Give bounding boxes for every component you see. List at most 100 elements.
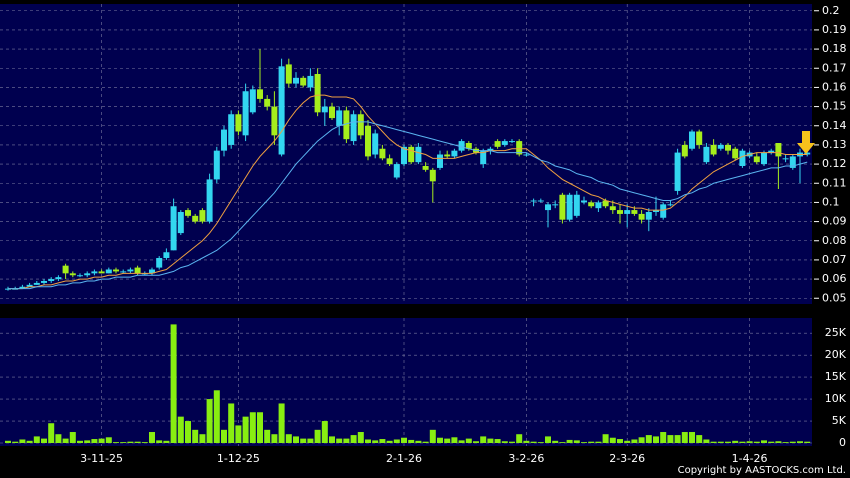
volume-bar [235, 425, 242, 443]
volume-bar [134, 441, 141, 443]
volume-bar [343, 438, 350, 443]
candle-body [717, 144, 724, 149]
volume-bar [386, 440, 393, 443]
candle-body [343, 110, 350, 140]
volume-bar [602, 434, 609, 443]
candle-body [379, 148, 386, 159]
candle-body [314, 74, 321, 113]
volume-bar [249, 412, 256, 443]
volume-bar [789, 441, 796, 443]
candle-body [696, 131, 703, 145]
candle-body [480, 150, 487, 165]
volume-bar [609, 437, 616, 443]
candle-body [278, 66, 285, 155]
candle-body [372, 133, 379, 155]
candle-body [41, 281, 47, 283]
candle-body [48, 279, 55, 281]
volume-bar [120, 442, 127, 443]
volume-bar [156, 440, 163, 443]
candle-body [415, 146, 422, 163]
candle-body [105, 269, 112, 274]
candle-body [595, 202, 602, 209]
volume-bar [307, 438, 314, 443]
volume-bar [127, 441, 134, 443]
volume-bar [26, 440, 33, 443]
candle-body [300, 77, 307, 86]
volume-bar [725, 441, 731, 443]
volume-bar [77, 440, 83, 443]
volume-bar [300, 438, 307, 443]
volume-bar [537, 442, 544, 443]
volume-bar [545, 436, 551, 443]
volume-bar [631, 439, 638, 443]
candle-body [523, 154, 530, 156]
candle-body [336, 110, 343, 126]
candle-body [653, 210, 659, 212]
candle-body [127, 269, 134, 272]
volume-bar [429, 429, 436, 443]
volume-bar [84, 440, 91, 443]
volume-bar [206, 399, 213, 443]
plot: 0.05 0.06 0.07 0.08 0.09 0.1 0.11 0.12 0.13 0.14 0… [0, 4, 847, 465]
volume-bar [185, 421, 191, 443]
candle-body [213, 150, 220, 180]
volume-bar [782, 442, 789, 443]
candle-body [307, 75, 314, 88]
x-tick-label: 2-1-26 [386, 452, 422, 465]
volume-bar [487, 438, 494, 443]
candle-body [77, 275, 83, 277]
y-tick-label: 0.06 [822, 272, 847, 285]
volume-bar [321, 421, 328, 443]
volume-bar [761, 440, 767, 443]
candle-body [33, 282, 40, 285]
candle-body [170, 206, 177, 251]
candle-body [537, 200, 544, 202]
candle-body [465, 143, 472, 149]
volume-bar [113, 442, 119, 443]
candle-body [674, 152, 681, 191]
candle-body [775, 143, 782, 157]
candle-body [552, 204, 559, 206]
candle-body [221, 129, 227, 151]
candle-body [365, 125, 371, 157]
candle-body [357, 114, 364, 136]
candle-body [624, 210, 631, 214]
candle-body [725, 144, 731, 151]
candle-body [156, 258, 163, 268]
volume-bar [33, 436, 40, 443]
candle-body [55, 277, 62, 280]
volume-bar [588, 441, 595, 443]
volume-bar [717, 441, 724, 443]
candle-body [271, 106, 278, 136]
candle-body [429, 169, 436, 182]
candle-body [545, 204, 551, 211]
volume-bar [48, 423, 55, 443]
volume-bar [530, 441, 537, 443]
candle-body [768, 150, 775, 153]
candle-body [487, 148, 494, 151]
volume-bar [696, 435, 703, 443]
candle-body [753, 156, 760, 163]
candle-body [761, 152, 767, 165]
volume-bar [228, 403, 235, 443]
candle-body [91, 271, 98, 274]
candle-body [588, 202, 595, 207]
y-tick-label: 0.16 [822, 80, 847, 93]
volume-bar [98, 438, 105, 443]
x-tick-label: 1-4-26 [732, 452, 768, 465]
candle-body [113, 269, 119, 272]
candle-body [602, 200, 609, 207]
candle-body [149, 269, 155, 274]
candle-body [120, 271, 127, 273]
candle-body [494, 141, 501, 147]
volume-bar [314, 429, 321, 443]
candle-body [710, 144, 717, 155]
volume-bar [329, 436, 335, 443]
candle-body [681, 144, 688, 157]
y-tick-label: 0.14 [822, 119, 847, 132]
candle-body [437, 154, 443, 168]
volume-bar [624, 440, 631, 443]
candle-body [98, 271, 105, 274]
candle-body [509, 141, 515, 143]
candle-body [192, 215, 199, 222]
